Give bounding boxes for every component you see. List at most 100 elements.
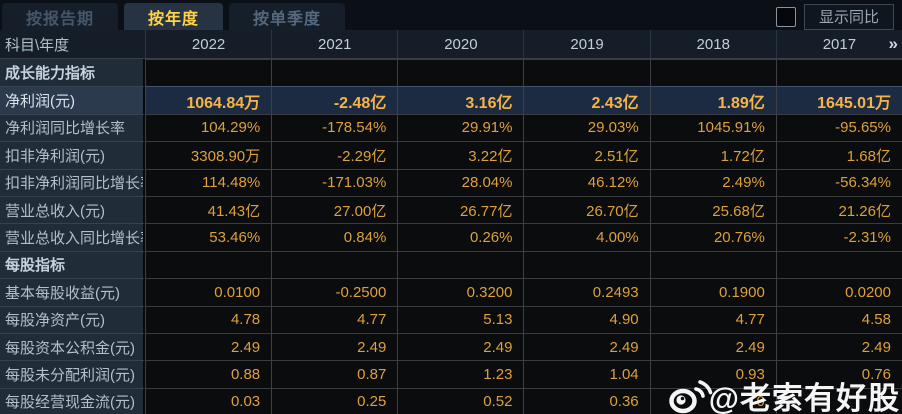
value-cell: 4.77 [271,305,398,333]
value-cell: 4.78 [145,305,272,333]
value-cell: 27.00亿 [271,195,398,224]
value-cell: 26.77亿 [397,195,524,224]
row-label: 每股未分配利润(元) [0,360,145,388]
value-cell: 0.2493 [523,278,650,306]
value-cell: 2.49 [271,332,398,361]
row-label: 扣非净利润(元) [0,141,145,169]
value-cell: -2.48亿 [271,86,398,114]
value-cell [145,59,272,87]
value-cell: 1.72亿 [649,141,776,169]
table-row: 每股资本公积金(元) 2.49 2.49 2.49 2.49 2.49 2.49 [0,332,902,361]
value-cell: 2.49 [649,332,776,361]
value-cell: -95.65% [775,113,902,142]
value-cell: 1064.84万 [145,86,272,114]
value-cell: 1645.01万 [775,86,902,114]
value-cell: 0.03 [145,387,272,414]
value-cell: 0.0200 [775,278,902,306]
value-cell: 1045.91% [649,113,776,142]
value-cell: 2.49% [649,168,776,196]
value-cell: 0.25 [271,387,398,414]
year-header-2020: 2020 [397,30,523,58]
value-cell: -0.2500 [271,278,398,306]
value-cell [649,59,776,87]
table-header-row: 科目\年度 2022 2021 2020 2019 2018 2017» [0,30,902,59]
row-label: 扣非净利润同比增长率 [0,168,145,196]
table-row: 每股经营现金流(元) 0.03 0.25 0.52 0.36 0 [0,387,902,414]
value-cell: 5.13 [397,305,524,333]
value-cell: 1.68亿 [775,141,902,169]
value-cell: 3308.90万 [145,141,272,169]
value-cell: 4.77 [649,305,776,333]
table-body: 成长能力指标 净利润(元) 1064.84万 -2.48亿 3.16亿 2.43亿 1.89… [0,59,902,414]
value-cell: 2.49 [145,332,272,361]
value-cell: 0.36 [523,387,650,414]
section-row: 每股指标 [0,250,902,279]
year-header-2017: 2017» [775,30,902,58]
value-cell [397,59,524,87]
value-cell: 0.76 [775,360,902,388]
value-cell: 0.1900 [649,278,776,306]
value-cell: 1.04 [523,360,650,388]
row-label: 净利润(元) [0,86,145,114]
table-row: 营业总收入同比增长率 53.46% 0.84% 0.26% 4.00% 20.76% -2.… [0,223,902,251]
table-row: 净利润(元) 1064.84万 -2.48亿 3.16亿 2.43亿 1.89亿 1645.… [0,86,902,114]
value-cell [775,59,902,87]
tab-0[interactable]: 按报告期 [2,3,119,30]
value-cell: 1.89亿 [649,86,776,114]
table-row: 营业总收入(元) 41.43亿 27.00亿 26.77亿 26.70亿 25.68亿 21… [0,195,902,224]
value-cell [397,250,524,279]
value-cell: 0.88 [145,360,272,388]
value-cell: 2.49 [523,332,650,361]
value-cell: 0.26% [397,223,524,251]
row-label: 营业总收入同比增长率 [0,223,145,251]
value-cell [649,250,776,279]
table-row: 净利润同比增长率 104.29% -178.54% 29.91% 29.03% 1045.… [0,113,902,142]
row-label: 成长能力指标 [0,59,145,87]
year-header-2021: 2021 [271,30,397,58]
value-cell: 26.70亿 [523,195,650,224]
show-yoy-control: 显示同比 [775,4,894,30]
value-cell: 4.90 [523,305,650,333]
value-cell: -2.31% [775,223,902,251]
year-header-2019: 2019 [523,30,649,58]
row-label: 每股指标 [0,250,145,279]
value-cell: 3.16亿 [397,86,524,114]
value-cell: 0.93 [649,360,776,388]
value-cell: 41.43亿 [145,195,272,224]
period-tabbar: 按报告期 按年度 按单季度 显示同比 [0,0,902,30]
value-cell: 0.87 [271,360,398,388]
show-yoy-checkbox[interactable] [775,7,796,27]
value-cell: 0.52 [397,387,524,414]
value-cell: 1.23 [397,360,524,388]
value-cell: 0.0100 [145,278,272,306]
more-columns-icon[interactable]: » [888,34,899,53]
value-cell: 2.49 [397,332,524,361]
value-cell: 4.00% [523,223,650,251]
show-yoy-label[interactable]: 显示同比 [803,4,894,30]
table-row: 扣非净利润(元) 3308.90万 -2.29亿 3.22亿 2.51亿 1.72亿 1.6… [0,141,902,169]
row-label: 每股资本公积金(元) [0,332,145,361]
row-label: 每股经营现金流(元) [0,387,145,414]
year-header-2018: 2018 [649,30,776,58]
year-header-2022: 2022 [145,30,271,58]
row-label: 每股净资产(元) [0,305,145,333]
value-cell: 20.76% [649,223,776,251]
value-cell: 53.46% [145,223,272,251]
table-row: 每股未分配利润(元) 0.88 0.87 1.23 1.04 0.93 0.76 [0,360,902,388]
value-cell: 2.49 [775,332,902,361]
value-cell [523,59,650,87]
corner-header: 科目\年度 [5,36,70,54]
tab-2[interactable]: 按单季度 [229,3,346,30]
section-row: 成长能力指标 [0,59,902,87]
value-cell: 3.22亿 [397,141,524,169]
value-cell: 0.84% [271,223,398,251]
financials-table: 科目\年度 2022 2021 2020 2019 2018 2017» 成长能力指标 净利… [0,30,902,414]
value-cell [145,250,272,279]
tab-1-active[interactable]: 按年度 [124,3,224,30]
value-cell: 28.04% [397,168,524,196]
value-cell [775,387,902,414]
value-cell: 46.12% [523,168,650,196]
value-cell: 21.26亿 [775,195,902,224]
value-cell: -178.54% [271,113,398,142]
